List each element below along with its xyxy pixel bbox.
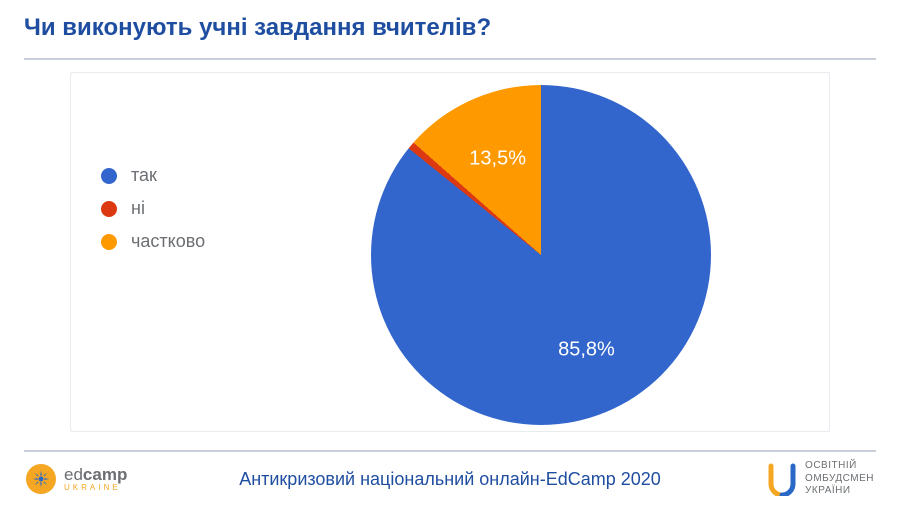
- page-title: Чи виконують учні завдання вчителів?: [24, 14, 876, 42]
- footer: edcamp UKRAINE Антикризовий національний…: [0, 452, 900, 506]
- edcamp-text: edcamp UKRAINE: [64, 466, 127, 492]
- logo-ombudsman: ОСВІТНІЙ ОМБУДСМЕН УКРАЇНИ: [767, 460, 874, 498]
- title-rule: [24, 58, 876, 60]
- ombudsman-line2: ОМБУДСМЕН: [805, 473, 874, 486]
- legend-label: так: [131, 165, 157, 186]
- pie-chart: [371, 85, 711, 425]
- ombudsman-text: ОСВІТНІЙ ОМБУДСМЕН УКРАЇНИ: [805, 460, 874, 498]
- spark-icon: [31, 469, 51, 489]
- chart-card: так ні частково 85,8% 13,5%: [70, 72, 830, 432]
- edcamp-sub: UKRAINE: [64, 484, 127, 492]
- legend-item: так: [101, 165, 205, 186]
- ombudsman-icon: [767, 462, 797, 496]
- legend-swatch: [101, 168, 117, 184]
- slide: Чи виконують учні завдання вчителів? так…: [0, 0, 900, 506]
- legend-item: ні: [101, 198, 205, 219]
- legend-item: частково: [101, 231, 205, 252]
- legend-swatch: [101, 201, 117, 217]
- legend: так ні частково: [101, 165, 205, 264]
- ombudsman-line1: ОСВІТНІЙ: [805, 460, 874, 473]
- pie-slice-label: 85,8%: [558, 339, 615, 362]
- logo-edcamp: edcamp UKRAINE: [26, 464, 127, 494]
- pie-wrap: 85,8% 13,5%: [371, 85, 711, 425]
- title-block: Чи виконують учні завдання вчителів?: [0, 0, 900, 50]
- footer-caption: Антикризовий національний онлайн-EdCamp …: [0, 469, 900, 490]
- edcamp-brand: edcamp: [64, 466, 127, 483]
- legend-swatch: [101, 234, 117, 250]
- ombudsman-line3: УКРАЇНИ: [805, 485, 874, 498]
- pie-slice-label: 13,5%: [469, 147, 526, 170]
- legend-label: ні: [131, 198, 145, 219]
- legend-label: частково: [131, 231, 205, 252]
- edcamp-icon: [26, 464, 56, 494]
